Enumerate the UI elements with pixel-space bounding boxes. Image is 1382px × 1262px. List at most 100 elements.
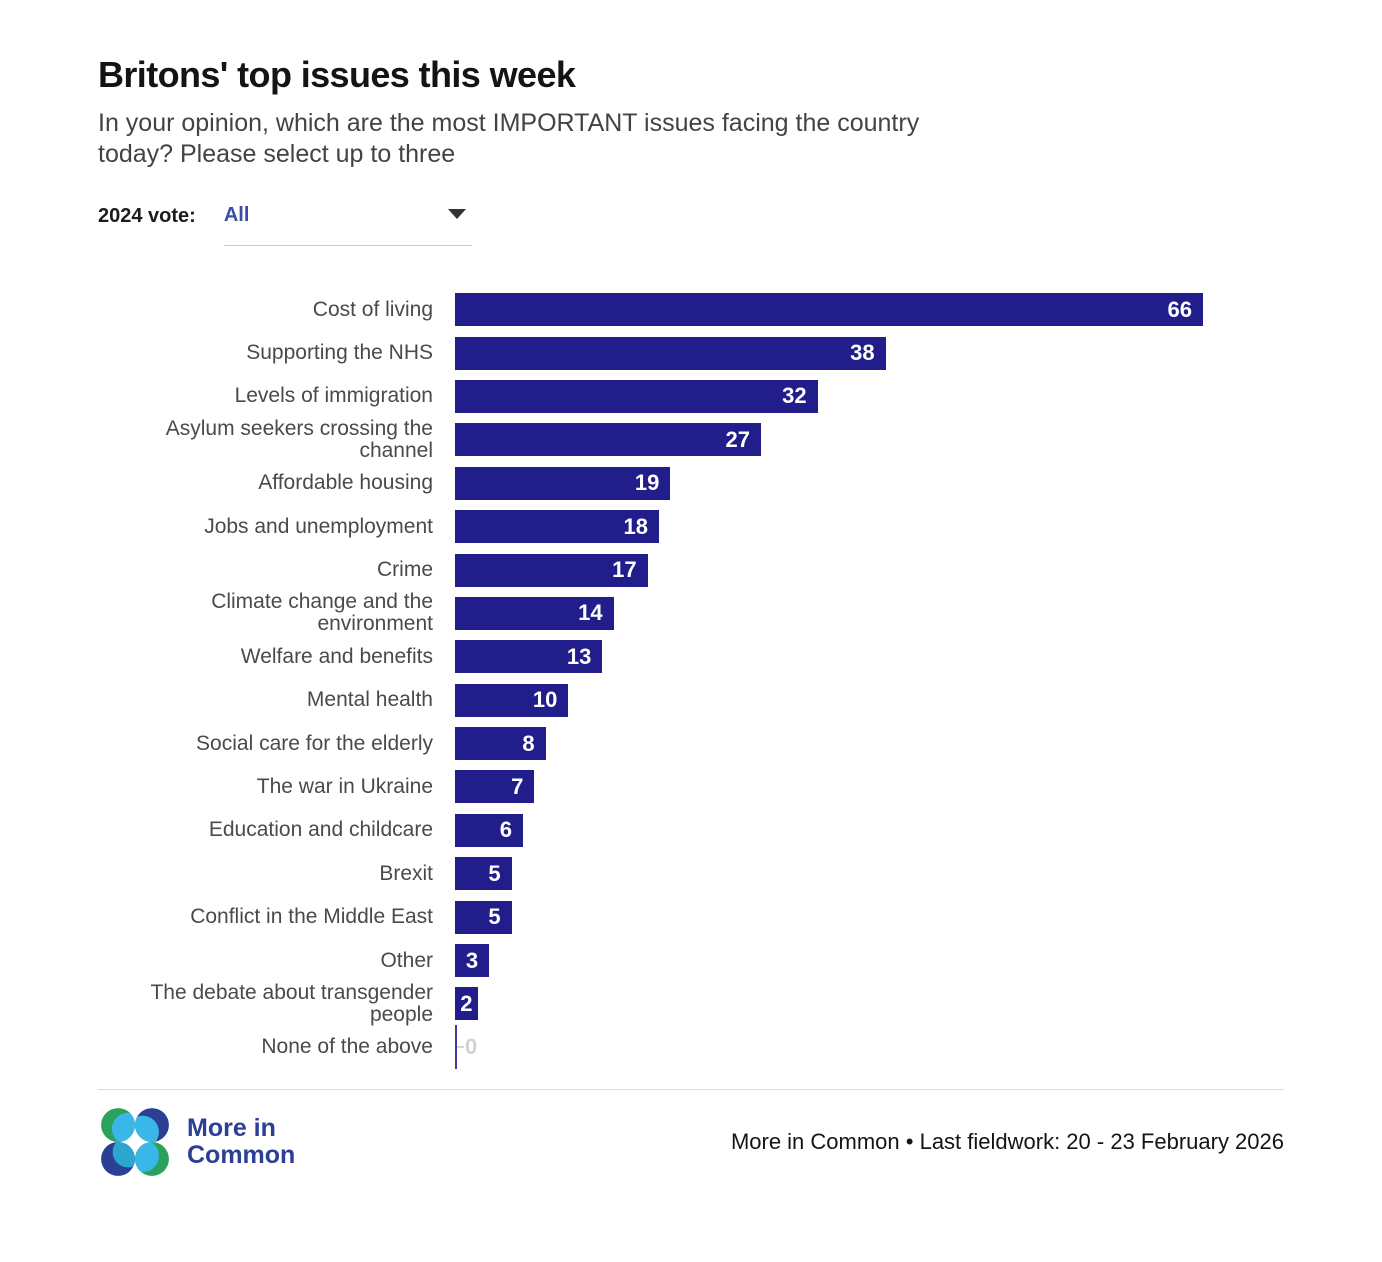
bar-row: Crime 17: [98, 548, 1284, 591]
bar-track: 19: [455, 466, 1203, 500]
bar-track: 5: [455, 857, 1203, 891]
bar-row: Social care for the elderly 8: [98, 722, 1284, 765]
bar-track: 10: [455, 683, 1203, 717]
value-label: 8: [522, 730, 535, 756]
category-label: Levels of immigration: [234, 384, 433, 408]
category-label: Brexit: [379, 861, 433, 885]
value-label: 66: [1167, 296, 1192, 322]
value-label: 0: [465, 1034, 478, 1060]
category-label: The debate about transgender people: [150, 980, 433, 1026]
value-label: 3: [465, 947, 479, 973]
value-label: 27: [725, 426, 750, 452]
bar-row: The war in Ukraine 7: [98, 765, 1284, 808]
bar[interactable]: 32: [455, 379, 818, 413]
bar-row: Cost of living 66: [98, 288, 1284, 331]
bar[interactable]: 19: [455, 466, 671, 500]
bar[interactable]: 5: [455, 857, 512, 891]
chart-subtitle: In your opinion, which are the most IMPO…: [98, 108, 1284, 170]
bar[interactable]: 8: [455, 727, 546, 761]
value-label: 38: [850, 340, 875, 366]
bar-track: 13: [455, 640, 1203, 674]
chart-subtitle-line2: today? Please select up to three: [98, 140, 456, 168]
bar[interactable]: 66: [455, 293, 1203, 327]
value-label: 5: [488, 860, 501, 886]
bar-row: Welfare and benefits 13: [98, 635, 1284, 678]
bar[interactable]: 27: [455, 423, 761, 457]
bar-track: 2: [455, 987, 1203, 1021]
more-in-common-logo: More in Common: [98, 1105, 295, 1179]
value-label: 6: [499, 817, 512, 843]
bar-track: 6: [455, 813, 1203, 847]
bar[interactable]: 3: [455, 944, 489, 978]
bar-track: 18: [455, 510, 1203, 544]
bar[interactable]: 2: [455, 987, 478, 1021]
bar-row: Mental health 10: [98, 679, 1284, 722]
vote-filter-label: 2024 vote:: [98, 205, 196, 227]
bar-track: 32: [455, 379, 1203, 413]
category-label: Education and childcare: [208, 818, 433, 842]
bar[interactable]: 17: [455, 553, 648, 587]
chevron-down-icon: [447, 209, 466, 219]
more-in-common-logo-icon: [101, 1108, 169, 1176]
category-label: Crime: [377, 558, 433, 582]
bar[interactable]: 6: [455, 813, 523, 847]
wordmark-line1: More in: [187, 1114, 276, 1143]
value-label: 32: [782, 383, 807, 409]
value-label: 2: [460, 990, 473, 1016]
footer: More in Common More in Common • Last fie…: [98, 1105, 1284, 1179]
category-label: Mental health: [306, 688, 433, 712]
source-fieldwork-text: More in Common • Last fieldwork: 20 - 23…: [730, 1129, 1284, 1155]
bar-track: 27: [455, 423, 1203, 457]
vote-filter-row: 2024 vote: All: [98, 204, 1284, 246]
category-label: Asylum seekers crossing the channel: [165, 416, 433, 462]
bar-row: Affordable housing 19: [98, 462, 1284, 505]
bar[interactable]: 10: [455, 683, 569, 717]
more-in-common-wordmark: More in Common: [187, 1115, 295, 1169]
bar-row: Conflict in the Middle East 5: [98, 895, 1284, 938]
vote-filter-dropdown[interactable]: All: [223, 204, 472, 246]
value-label: 14: [578, 600, 603, 626]
bar-track: 8: [455, 727, 1203, 761]
bar-row: The debate about transgender people 2: [98, 980, 1284, 1026]
category-label: Cost of living: [312, 297, 433, 321]
bar-chart: Cost of living 66 Supporting the NHS 38 Leve…: [98, 288, 1284, 1070]
chart-title: Britons' top issues this week: [98, 54, 576, 95]
bar-track: 3: [455, 944, 1203, 978]
category-label: Supporting the NHS: [246, 341, 433, 365]
category-label: Climate change and the environment: [211, 590, 433, 636]
category-label: The war in Ukraine: [256, 774, 433, 798]
bar[interactable]: 18: [455, 510, 659, 544]
value-label: 17: [612, 557, 637, 583]
vote-filter-selected-value: All: [223, 204, 250, 226]
value-label: 19: [634, 470, 660, 496]
category-label: Affordable housing: [258, 471, 433, 495]
bar[interactable]: 38: [455, 336, 886, 370]
category-label: Other: [380, 948, 433, 972]
value-label: 10: [532, 687, 558, 713]
wordmark-line2: Common: [187, 1141, 296, 1170]
zero-leader-dash: [457, 1046, 464, 1049]
category-label: Jobs and unemployment: [204, 514, 433, 538]
chart-subtitle-line1: In your opinion, which are the most IMPO…: [98, 109, 920, 137]
category-label: Social care for the elderly: [196, 731, 433, 755]
zero-axis-line: [455, 1025, 457, 1070]
bar-row: Education and childcare 6: [98, 809, 1284, 852]
bar[interactable]: 5: [455, 900, 512, 934]
category-label: Conflict in the Middle East: [190, 905, 433, 929]
bar-row: None of the above 0: [98, 1025, 1284, 1070]
bar[interactable]: 14: [455, 596, 614, 630]
bar-track: 7: [455, 770, 1203, 804]
category-label: Welfare and benefits: [240, 644, 433, 668]
value-label: 13: [566, 643, 592, 669]
value-label: 5: [488, 904, 501, 930]
value-label: 18: [623, 513, 648, 539]
chart-card: Britons' top issues this week In your op…: [98, 54, 1284, 1179]
bar-track: 17: [455, 553, 1203, 587]
bar-row: Jobs and unemployment 18: [98, 505, 1284, 548]
bar-track: 38: [455, 336, 1203, 370]
bar[interactable]: 7: [455, 770, 535, 804]
bar[interactable]: 13: [455, 640, 603, 674]
bar-row: Asylum seekers crossing the channel 27: [98, 416, 1284, 462]
bar-track: 14: [455, 596, 1203, 630]
bar-row: Supporting the NHS 38: [98, 331, 1284, 374]
